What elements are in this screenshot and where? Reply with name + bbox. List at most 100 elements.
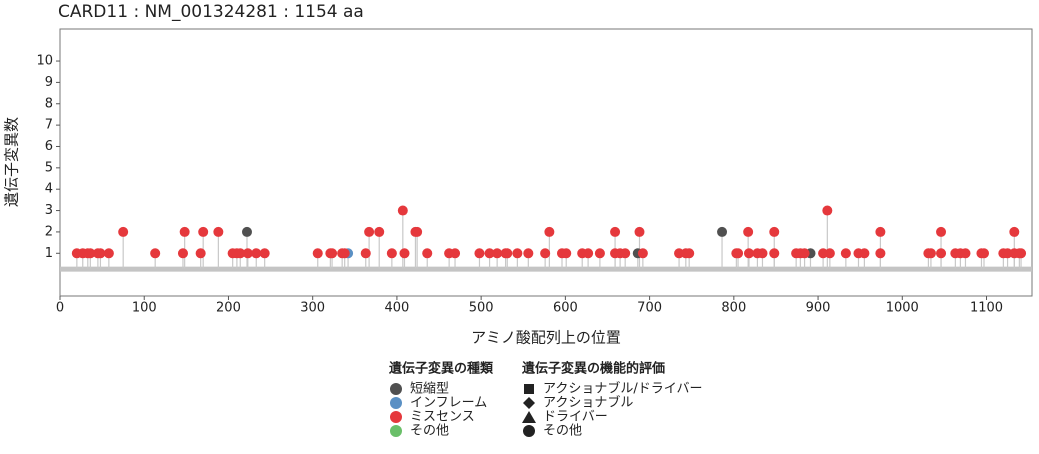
mutation-point — [936, 248, 947, 259]
mutation-point — [118, 226, 129, 237]
legend-shape — [523, 425, 535, 437]
x-tick-label: 900 — [806, 301, 831, 316]
y-tick-label: 2 — [45, 224, 53, 239]
x-tick-label: 500 — [469, 301, 494, 316]
protein-bar — [60, 266, 1032, 272]
mutation-point — [743, 248, 754, 259]
mutation-point — [769, 248, 780, 259]
mutation-point — [875, 226, 886, 237]
mutation-point — [484, 248, 495, 259]
mutation-point — [364, 226, 375, 237]
mutation-point — [822, 205, 833, 216]
y-tick-label: 4 — [45, 182, 53, 197]
mutation-point — [583, 248, 594, 259]
mutation-point — [95, 248, 106, 259]
mutation-point — [259, 248, 270, 259]
x-tick-label: 400 — [385, 301, 410, 316]
mutation-point — [374, 226, 385, 237]
mutation-point — [399, 248, 410, 259]
y-tick-label: 3 — [45, 203, 53, 218]
mutation-point — [875, 248, 886, 259]
y-tick-label: 1 — [45, 246, 53, 261]
legend-label: その他 — [410, 424, 449, 439]
mutation-point — [960, 248, 971, 259]
x-tick-label: 1000 — [886, 301, 919, 316]
mutation-point — [251, 248, 262, 259]
x-axis-label: アミノ酸配列上の位置 — [471, 329, 621, 347]
legend-label: 短縮型 — [410, 381, 449, 397]
mutation-point — [523, 248, 534, 259]
mutation-point — [717, 226, 728, 237]
mutation-point — [242, 248, 253, 259]
mutation-point — [634, 226, 645, 237]
legend-label: アクショナブル/ドライバー — [543, 381, 702, 397]
mutation-point — [799, 248, 810, 259]
y-axis-label: 遺伝子変異数 — [3, 117, 21, 207]
legend-label: ドライバー — [543, 410, 608, 425]
legend-label: ミスセンス — [410, 410, 475, 425]
x-tick-label: 200 — [216, 301, 241, 316]
legend-swatch — [390, 411, 402, 423]
mutation-point — [195, 248, 206, 259]
mutation-point — [150, 248, 161, 259]
mutation-point — [360, 248, 371, 259]
mutation-point — [743, 226, 754, 237]
x-tick-label: 600 — [553, 301, 578, 316]
mutation-point — [312, 248, 323, 259]
mutation-point — [978, 248, 989, 259]
mutation-point — [339, 248, 350, 259]
x-tick-label: 700 — [637, 301, 662, 316]
y-tick-label: 9 — [45, 75, 53, 90]
mutation-point — [859, 248, 870, 259]
mutation-point — [474, 248, 485, 259]
legend-label: アクショナブル — [543, 395, 633, 411]
y-tick-label: 10 — [36, 54, 53, 69]
mutation-point — [637, 248, 648, 259]
mutation-point — [103, 248, 114, 259]
legend-title: 遺伝子変異の機能的評価 — [521, 361, 665, 377]
mutation-point — [769, 226, 780, 237]
mutation-point — [610, 226, 621, 237]
mutation-point — [492, 248, 503, 259]
mutation-point — [684, 248, 695, 259]
mutation-point — [502, 248, 513, 259]
mutation-point — [198, 226, 209, 237]
mutation-point — [397, 205, 408, 216]
legend-title: 遺伝子変異の種類 — [388, 361, 494, 377]
mutation-point — [179, 226, 190, 237]
y-tick-label: 7 — [45, 118, 53, 133]
mutation-point — [422, 248, 433, 259]
mutation-point — [925, 248, 936, 259]
legend-swatch — [390, 397, 402, 409]
mutation-point — [1009, 226, 1020, 237]
mutation-point — [561, 248, 572, 259]
y-tick-label: 5 — [45, 160, 53, 175]
mutation-point — [213, 226, 224, 237]
chart-title: CARD11 : NM_001324281 : 1154 aa — [58, 2, 364, 22]
mutation-point — [327, 248, 338, 259]
mutation-point — [936, 226, 947, 237]
plot-frame — [59, 28, 1033, 297]
mutation-point — [540, 248, 551, 259]
mutation-point — [824, 248, 835, 259]
mutation-point — [512, 248, 523, 259]
mutation-point — [544, 226, 555, 237]
mutation-point — [594, 248, 605, 259]
mutation-point — [85, 248, 96, 259]
legend-label: インフレーム — [410, 396, 487, 411]
mutation-point — [1016, 248, 1027, 259]
x-tick-label: 100 — [132, 301, 157, 316]
y-tick-label: 8 — [45, 96, 53, 111]
x-tick-label: 300 — [300, 301, 325, 316]
y-tick-label: 6 — [45, 139, 53, 154]
mutation-point — [733, 248, 744, 259]
mutation-point — [757, 248, 768, 259]
mutation-point — [840, 248, 851, 259]
legend-swatch — [390, 383, 402, 395]
mutation-point — [412, 226, 423, 237]
mutation-point — [450, 248, 461, 259]
legend-shape — [523, 397, 535, 409]
legend-shape — [524, 384, 534, 394]
x-tick-label: 0 — [56, 301, 64, 316]
